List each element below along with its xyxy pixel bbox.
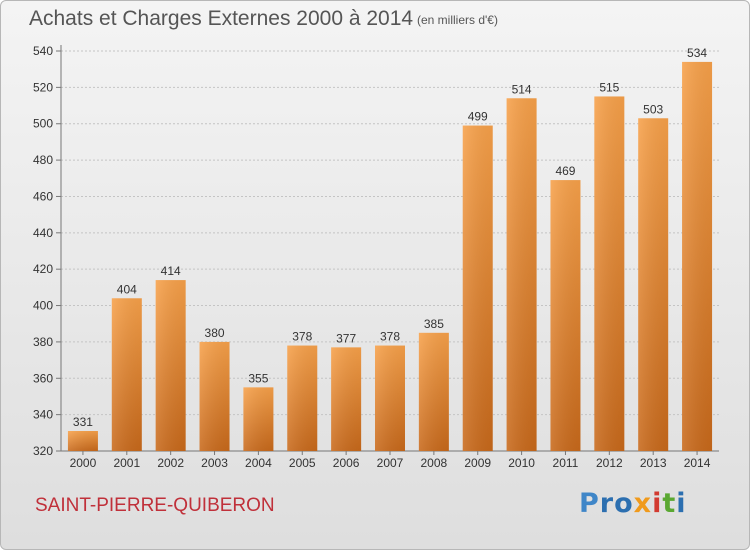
chart-subtitle: (en milliers d'€) (417, 13, 498, 27)
bar-shade (331, 347, 362, 451)
x-tick-label: 2012 (596, 456, 623, 470)
bar-shade (287, 345, 318, 451)
x-tick-label: 2006 (333, 456, 360, 470)
x-tick-label: 2002 (157, 456, 184, 470)
value-label: 515 (599, 80, 619, 94)
y-tick-label: 380 (33, 335, 53, 349)
value-label: 378 (292, 330, 312, 344)
x-tick-label: 2014 (684, 456, 711, 470)
x-tick-label: 2007 (377, 456, 404, 470)
x-tick-label: 2005 (289, 456, 316, 470)
bar-shade (375, 345, 405, 451)
bar-shade (506, 98, 537, 451)
bar-shade (155, 280, 186, 451)
y-tick-label: 540 (33, 44, 53, 58)
value-label: 514 (512, 82, 532, 96)
chart-title: Achats et Charges Externes 2000 à 2014 (29, 7, 414, 30)
value-label: 355 (248, 371, 268, 385)
value-label: 499 (468, 110, 488, 124)
value-label: 380 (205, 326, 225, 340)
x-tick-label: 2001 (113, 456, 140, 470)
value-label: 377 (336, 331, 356, 345)
y-tick-label: 420 (33, 262, 53, 276)
bar-shade (462, 125, 493, 451)
y-tick-label: 520 (33, 80, 53, 94)
x-tick-label: 2000 (70, 456, 97, 470)
bar-shade (638, 118, 669, 451)
value-label: 503 (643, 102, 663, 116)
bar-shade (111, 298, 142, 451)
y-tick-label: 460 (33, 189, 53, 203)
y-tick-label: 360 (33, 371, 53, 385)
y-tick-label: 480 (33, 153, 53, 167)
bar-shade (418, 332, 449, 451)
y-tick-label: 400 (33, 299, 53, 313)
x-tick-label: 2004 (245, 456, 272, 470)
bar-shade (243, 387, 274, 451)
x-tick-label: 2010 (508, 456, 535, 470)
commune-name: SAINT-PIERRE-QUIBERON (35, 495, 275, 516)
y-tick-label: 500 (33, 117, 53, 131)
x-tick-label: 2013 (640, 456, 667, 470)
value-label: 378 (380, 330, 400, 344)
bar-shade (594, 96, 625, 452)
value-label: 404 (117, 282, 137, 296)
x-tick-label: 2003 (201, 456, 228, 470)
y-tick-label: 440 (33, 226, 53, 240)
value-label: 414 (161, 264, 181, 278)
bar-shade (67, 431, 98, 451)
value-label: 534 (687, 46, 707, 60)
y-tick-label: 340 (33, 408, 53, 422)
bar-shade (199, 341, 230, 451)
proxiti-logo: Proxiti (579, 488, 687, 519)
bar-shade (682, 61, 713, 452)
value-label: 331 (73, 415, 93, 429)
x-tick-label: 2009 (464, 456, 491, 470)
bar-shade (550, 180, 581, 451)
value-label: 385 (424, 317, 444, 331)
x-tick-label: 2008 (421, 456, 448, 470)
value-label: 469 (555, 164, 575, 178)
x-tick-label: 2011 (553, 456, 579, 470)
y-tick-label: 320 (33, 444, 53, 458)
